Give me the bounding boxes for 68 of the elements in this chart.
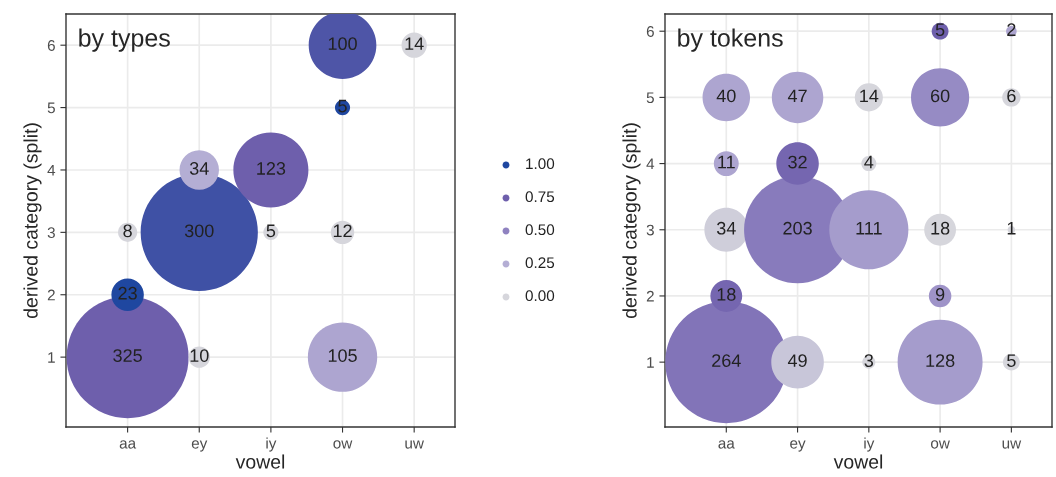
x-tick-label: iy — [864, 437, 875, 452]
data-label: 1 — [1007, 222, 1016, 235]
data-label: 100 — [328, 37, 357, 51]
text: 0.50 — [525, 224, 555, 236]
text: by tokens — [678, 28, 783, 52]
data-label: 6 — [1007, 89, 1016, 103]
data-label: 14 — [860, 89, 879, 103]
data-label: 32 — [788, 155, 807, 169]
x-axis-title: vowel — [235, 454, 285, 469]
data-label: 9 — [935, 288, 945, 301]
data-label: 40 — [716, 89, 736, 103]
text: by types — [79, 28, 170, 52]
data-label: 4 — [864, 155, 874, 169]
data-label: 300 — [184, 224, 214, 238]
y-tick-label: 6 — [47, 40, 55, 51]
data-label: 2 — [1007, 23, 1016, 36]
data-label: 47 — [787, 89, 807, 103]
data-label: 264 — [712, 354, 741, 367]
y-tick-label: 5 — [646, 92, 654, 104]
x-tick-label: iy — [266, 437, 277, 452]
x-tick-label: ey — [790, 440, 806, 452]
y-tick-label: 1 — [647, 357, 654, 368]
x-tick-label: aa — [119, 440, 137, 449]
data-label: 60 — [930, 89, 950, 103]
y-tick-label: 5 — [47, 102, 55, 114]
data-label: 23 — [118, 286, 137, 300]
text: 0.00 — [525, 290, 555, 302]
data-label: 34 — [189, 162, 209, 175]
data-label: 203 — [783, 221, 812, 235]
data-label: 18 — [717, 288, 736, 301]
y-axis-title: derived category (split) — [622, 123, 641, 319]
data-label: 10 — [190, 349, 209, 362]
data-label: 8 — [123, 224, 132, 238]
data-label: 128 — [926, 354, 955, 367]
x-tick-label: ey — [191, 440, 208, 452]
data-label: 111 — [856, 222, 882, 235]
y-tick-label: 4 — [47, 164, 56, 176]
x-tick-label: ow — [333, 440, 353, 449]
y-tick-label: 3 — [47, 227, 55, 239]
x-tick-label: uw — [405, 440, 424, 449]
data-label: 123 — [257, 162, 286, 175]
data-label: 3 — [864, 354, 874, 367]
y-tick-label: 4 — [646, 158, 655, 170]
text: 0.25 — [525, 257, 555, 269]
y-tick-label: 2 — [47, 289, 55, 301]
data-label: 5 — [266, 224, 276, 238]
data-label: 11 — [718, 155, 735, 169]
data-label: 5 — [1007, 354, 1016, 367]
data-label: 12 — [333, 224, 352, 238]
data-label: 34 — [716, 221, 736, 235]
x-tick-label: uw — [1002, 440, 1022, 449]
data-label: 14 — [405, 37, 424, 50]
data-label: 49 — [787, 354, 807, 367]
x-tick-label: aa — [718, 440, 735, 449]
data-label: 325 — [113, 349, 142, 362]
data-label: 105 — [328, 349, 357, 362]
data-label: 5 — [338, 99, 347, 113]
y-tick-label: 2 — [646, 290, 654, 302]
data-label: 5 — [935, 23, 945, 37]
data-label: 18 — [931, 221, 950, 235]
y-axis-title: derived category (split) — [23, 123, 42, 319]
y-tick-label: 1 — [48, 352, 55, 363]
x-tick-label: ow — [930, 440, 950, 449]
x-axis-title: vowel — [833, 454, 883, 469]
y-tick-label: 6 — [646, 26, 654, 37]
text: 0.75 — [525, 191, 555, 203]
text: 1.00 — [526, 158, 555, 170]
y-tick-label: 3 — [646, 224, 654, 236]
